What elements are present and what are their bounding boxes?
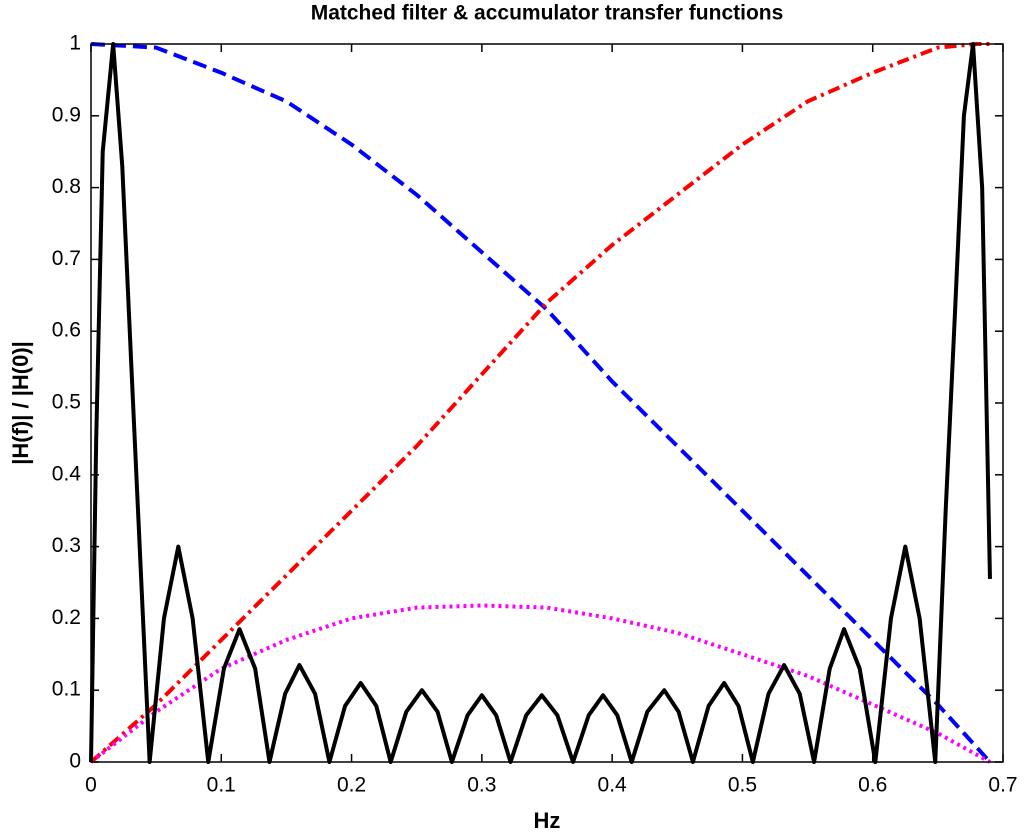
series-line: [89, 42, 990, 764]
chart-title: Matched filter & accumulator transfer fu…: [311, 2, 784, 25]
y-axis-label: |H(f)| / |H(0)|: [8, 341, 33, 465]
x-tick-label: 0.3: [467, 774, 496, 797]
y-tick-label: 0.7: [52, 247, 81, 270]
x-tick-label: 0: [85, 774, 97, 797]
y-tick-label: 0.3: [52, 534, 81, 557]
x-axis-label: Hz: [534, 808, 561, 832]
plot-frame: [90, 43, 1004, 763]
x-tick-label: 0.1: [207, 774, 236, 797]
y-tick-label: 0.8: [52, 175, 81, 198]
y-tick-label: 1: [69, 32, 81, 55]
plot-area: 0 0.1 0.2 0.3 0.4 0.5 0.6 0.7 0 0.1 0.2 0.3 0.4 0.5 0.…: [52, 32, 1018, 797]
y-tick-label: 0: [69, 750, 81, 773]
x-tick-label: 0.4: [598, 774, 628, 797]
x-tick-label: 0.5: [728, 774, 757, 797]
y-tick-label: 0.4: [52, 462, 82, 485]
x-tick-label: 0.7: [988, 774, 1017, 797]
y-tick-label: 0.1: [52, 678, 81, 701]
series-line: [89, 603, 991, 764]
y-tick-label: 0.5: [52, 391, 81, 414]
y-tick-label: 0.2: [52, 606, 81, 629]
x-tick-label: 0.6: [858, 774, 887, 797]
x-tick-label: 0.2: [337, 774, 366, 797]
y-tick-label: 0.9: [52, 103, 81, 126]
series-line: [89, 42, 992, 764]
series-line: [90, 42, 992, 764]
y-tick-label: 0.6: [52, 319, 81, 342]
